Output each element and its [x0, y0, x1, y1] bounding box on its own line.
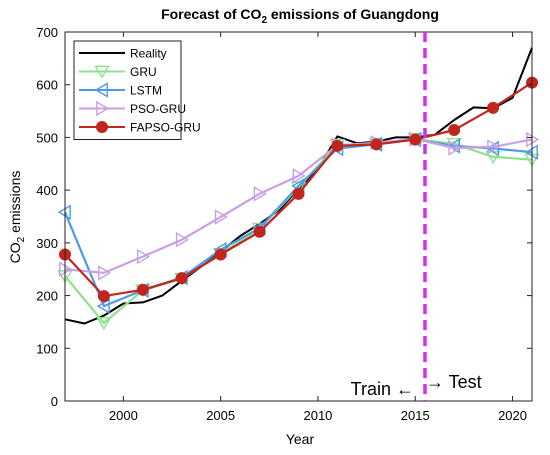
legend-label-gru: GRU — [130, 65, 157, 79]
y-tick-label: 400 — [36, 183, 58, 198]
x-tick-label: 2005 — [206, 408, 235, 423]
legend-marker-fapso-gru — [96, 121, 108, 133]
data-point-fapso-gru — [253, 225, 266, 238]
legend-marker-gru — [94, 65, 110, 79]
x-tick-label: 2010 — [303, 408, 332, 423]
y-axis-label: CO2 emissions — [7, 171, 27, 264]
axes-frame — [64, 31, 533, 402]
y-axis-label-subscript: 2 — [16, 236, 27, 242]
legend-label-fapso-gru: FAPSO-GRU — [130, 121, 201, 135]
legend-marker-pso-gru — [96, 100, 110, 117]
x-axis-label: Year — [286, 431, 315, 447]
series-line-pso-gru — [64, 137, 533, 274]
axes-border — [64, 31, 533, 402]
y-tick-label: 100 — [36, 341, 58, 356]
legend-item-gru: GRU — [79, 65, 157, 79]
y-tick-label: 500 — [36, 130, 58, 145]
data-point-pso-gru — [292, 168, 306, 184]
legend-marker-lstm — [94, 82, 108, 98]
data-point-lstm — [485, 140, 499, 157]
data-point-lstm — [446, 138, 461, 154]
data-point-pso-gru — [136, 248, 151, 265]
y-tick-label: 300 — [36, 236, 58, 251]
data-point-fapso-gru — [97, 290, 110, 303]
chart-title-rest: emissions of Guangdong — [267, 6, 439, 22]
data-point-pso-gru — [175, 231, 189, 248]
data-point-lstm — [96, 298, 110, 314]
train-test-split: Train ← → Test — [351, 32, 482, 401]
chart-title-subscript: 2 — [261, 15, 267, 26]
y-tick-label: 600 — [36, 78, 58, 93]
legend-label-pso-gru: PSO-GRU — [130, 102, 186, 116]
legend-item-pso-gru: PSO-GRU — [79, 100, 186, 117]
y-axis-label-main: CO — [7, 242, 23, 263]
chart-title: Forecast of CO2 emissions of Guangdong — [161, 6, 439, 26]
data-point-pso-gru — [98, 265, 112, 281]
legend-item-reality: Reality — [79, 47, 167, 61]
data-point-pso-gru — [214, 209, 228, 225]
data-point-fapso-gru — [409, 133, 422, 146]
train-label: Train ← — [351, 379, 414, 399]
data-point-fapso-gru — [448, 124, 461, 137]
data-point-gru — [96, 317, 112, 331]
x-tick-label: 2020 — [498, 408, 527, 423]
data-point-pso-gru — [253, 186, 267, 202]
chart-title-main: Forecast of CO — [161, 6, 261, 22]
data-point-fapso-gru — [175, 272, 188, 285]
legend-item-lstm: LSTM — [79, 82, 162, 98]
y-tick-label: 200 — [36, 289, 58, 304]
data-point-fapso-gru — [331, 139, 344, 152]
y-tick-label: 700 — [36, 25, 58, 40]
test-label: → Test — [426, 372, 482, 392]
y-tick-label: 0 — [51, 394, 58, 409]
x-tick-label: 2000 — [109, 408, 138, 423]
data-point-fapso-gru — [292, 187, 305, 200]
y-axis-label-rest: emissions — [7, 171, 23, 237]
data-point-fapso-gru — [136, 283, 149, 296]
data-point-pso-gru — [487, 139, 501, 155]
data-point-fapso-gru — [370, 138, 383, 151]
data-point-fapso-gru — [214, 248, 227, 261]
data-point-pso-gru — [448, 140, 462, 156]
x-tick-label: 2015 — [401, 408, 430, 423]
legend-label-reality: Reality — [130, 47, 167, 61]
axis-ticks: 2000 2005 2010 2015 2020 0 100 200 300 400 500 600 7… — [36, 25, 532, 423]
legend: Reality GRU LSTM PSO-GRU FAPSO-GRU — [73, 40, 201, 140]
legend-label-lstm: LSTM — [130, 84, 162, 98]
data-point-fapso-gru — [487, 101, 500, 114]
legend-item-fapso-gru: FAPSO-GRU — [79, 121, 201, 135]
